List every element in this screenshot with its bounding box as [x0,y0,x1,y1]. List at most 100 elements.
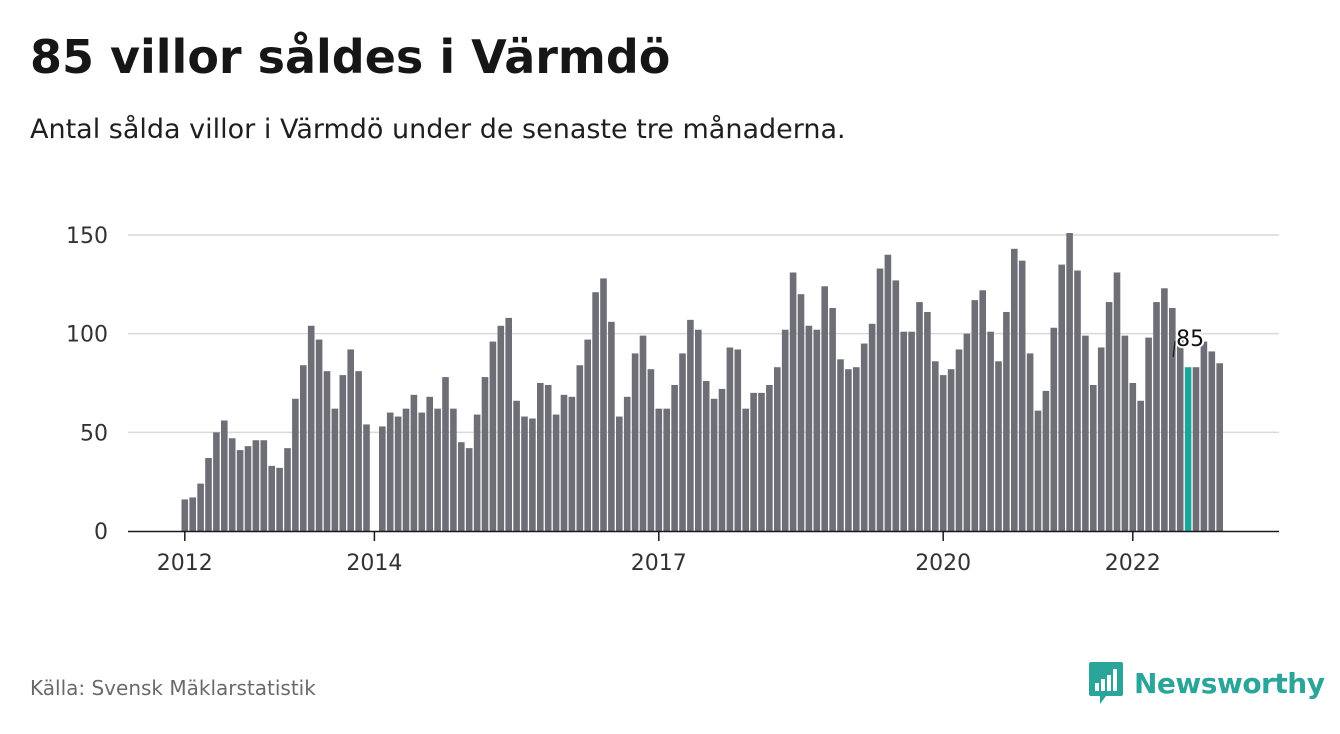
bar [1208,351,1216,531]
bar [1113,272,1121,531]
bar [450,408,457,531]
bar [1121,335,1129,531]
bar [1097,347,1105,531]
bar [987,331,994,531]
bar [442,377,449,531]
bar [410,394,418,531]
bar [355,371,362,531]
bar [924,311,931,531]
bar [971,300,979,531]
bar [363,424,370,531]
bar [671,384,678,531]
bar [331,408,339,531]
bar [947,369,955,531]
bar [315,339,323,531]
bar [489,341,497,531]
bar [521,416,528,531]
bar [908,331,915,531]
y-tick-label: 50 [80,421,108,446]
bar [244,446,252,531]
bar [473,414,481,531]
bar [1137,400,1144,531]
bar [1169,308,1176,531]
bar [339,375,347,531]
bar [181,499,189,531]
bar [837,359,844,531]
bar [1090,384,1097,531]
bar [1003,311,1010,531]
bar [529,418,536,531]
bar [639,335,647,531]
bar [774,367,781,531]
bar [916,302,923,531]
bar [205,457,212,531]
bar [647,369,655,531]
bar [1011,248,1018,531]
bar [781,329,789,531]
bar [458,442,465,531]
chart-subtitle: Antal sålda villor i Värmdö under de sen… [30,114,846,145]
bar [1082,335,1089,531]
bar [576,365,584,531]
annotation-label: 85 [1176,327,1204,352]
bar [718,388,726,531]
bar [323,371,331,531]
bar [497,325,505,531]
bar [1074,270,1081,531]
bar [860,343,868,531]
bar [465,448,473,531]
bar [394,416,402,531]
highlight-bar [1184,367,1192,531]
bar [1153,302,1160,531]
bar [876,268,884,531]
bar [197,483,204,531]
bar [829,308,836,531]
bar [687,319,694,531]
x-tick-label: 2012 [157,551,213,576]
bar [228,438,236,531]
x-tick-label: 2014 [346,551,402,576]
bar [284,448,291,531]
bar [608,321,615,531]
bar [260,440,268,531]
y-tick-label: 150 [66,224,108,249]
bar [584,339,591,531]
bar [695,329,702,531]
bar [347,349,354,531]
bar [600,278,607,531]
bar [189,497,196,531]
bar [939,375,947,531]
bar [1018,260,1026,531]
bar [426,396,433,531]
bar [742,408,749,531]
bar [268,465,275,531]
bar [560,394,568,531]
y-tick-label: 0 [94,520,108,545]
bar [1050,327,1058,531]
bar [434,408,441,531]
bar [797,294,805,531]
bar [1161,288,1168,531]
bar [513,400,520,531]
bar [1145,337,1152,531]
bar [631,353,639,531]
bar [679,353,686,531]
bar [821,286,828,531]
source-note: Källa: Svensk Mäklarstatistik [30,676,316,700]
y-tick-label: 100 [66,323,108,348]
bar [379,426,386,531]
bar [710,398,718,531]
bar [758,392,765,531]
bar [386,412,394,531]
bar [402,408,410,531]
bar [1058,264,1065,531]
bar [932,361,939,531]
bar [221,420,228,531]
bar [1216,363,1223,531]
bar [805,325,813,531]
bar [813,329,821,531]
bar [592,292,599,531]
bar [995,361,1002,531]
bar [292,398,299,531]
bar [789,272,797,531]
